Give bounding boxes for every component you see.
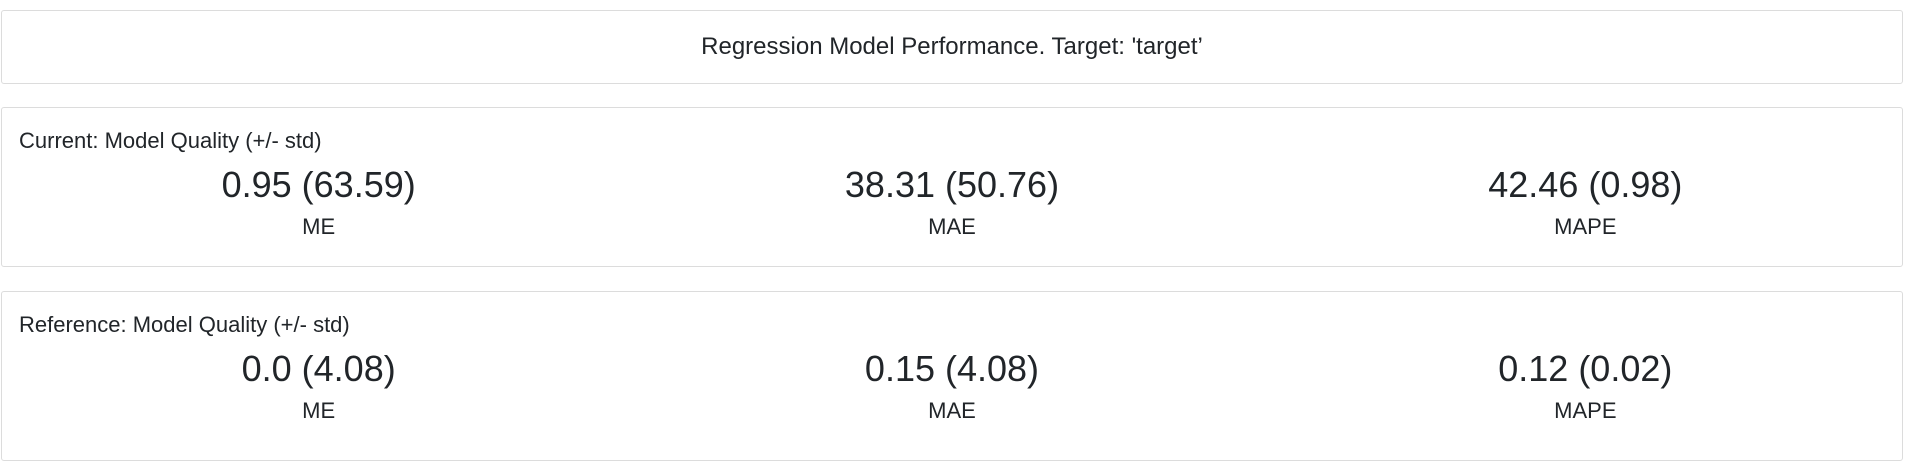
reference-metrics-row: 0.0 (4.08) ME 0.15 (4.08) MAE 0.12 (0.02… bbox=[2, 347, 1902, 425]
reference-metric-mape: 0.12 (0.02) MAPE bbox=[1269, 347, 1902, 425]
metric-label: ME bbox=[302, 214, 336, 239]
current-quality-card: Current: Model Quality (+/- std) 0.95 (6… bbox=[1, 107, 1903, 267]
metric-label: MAE bbox=[928, 214, 976, 239]
metric-label: MAE bbox=[928, 398, 976, 423]
metric-label: ME bbox=[302, 398, 336, 423]
current-quality-heading: Current: Model Quality (+/- std) bbox=[19, 128, 322, 153]
metric-value: 0.0 (4.08) bbox=[241, 348, 396, 389]
reference-metric-me: 0.0 (4.08) ME bbox=[2, 347, 635, 425]
current-metric-mae: 38.31 (50.76) MAE bbox=[635, 163, 1268, 241]
reference-metric-mae: 0.15 (4.08) MAE bbox=[635, 347, 1268, 425]
metric-value: 0.12 (0.02) bbox=[1498, 348, 1673, 389]
metric-value: 38.31 (50.76) bbox=[844, 164, 1060, 205]
metric-value: 42.46 (0.98) bbox=[1488, 164, 1683, 205]
metric-label: MAPE bbox=[1554, 214, 1617, 239]
current-metrics-row: 0.95 (63.59) ME 38.31 (50.76) MAE 42.46 … bbox=[2, 163, 1902, 241]
current-metric-me: 0.95 (63.59) ME bbox=[2, 163, 635, 241]
current-metric-mape: 42.46 (0.98) MAPE bbox=[1269, 163, 1902, 241]
metric-value: 0.15 (4.08) bbox=[864, 348, 1040, 389]
reference-quality-card: Reference: Model Quality (+/- std) 0.0 (… bbox=[1, 291, 1903, 461]
report-title: Regression Model Performance. Target: 't… bbox=[701, 33, 1203, 60]
metric-label: MAPE bbox=[1554, 398, 1617, 423]
reference-quality-heading: Reference: Model Quality (+/- std) bbox=[19, 312, 350, 337]
metric-value: 0.95 (63.59) bbox=[221, 164, 416, 205]
report-title-card: Regression Model Performance. Target: 't… bbox=[1, 10, 1903, 84]
